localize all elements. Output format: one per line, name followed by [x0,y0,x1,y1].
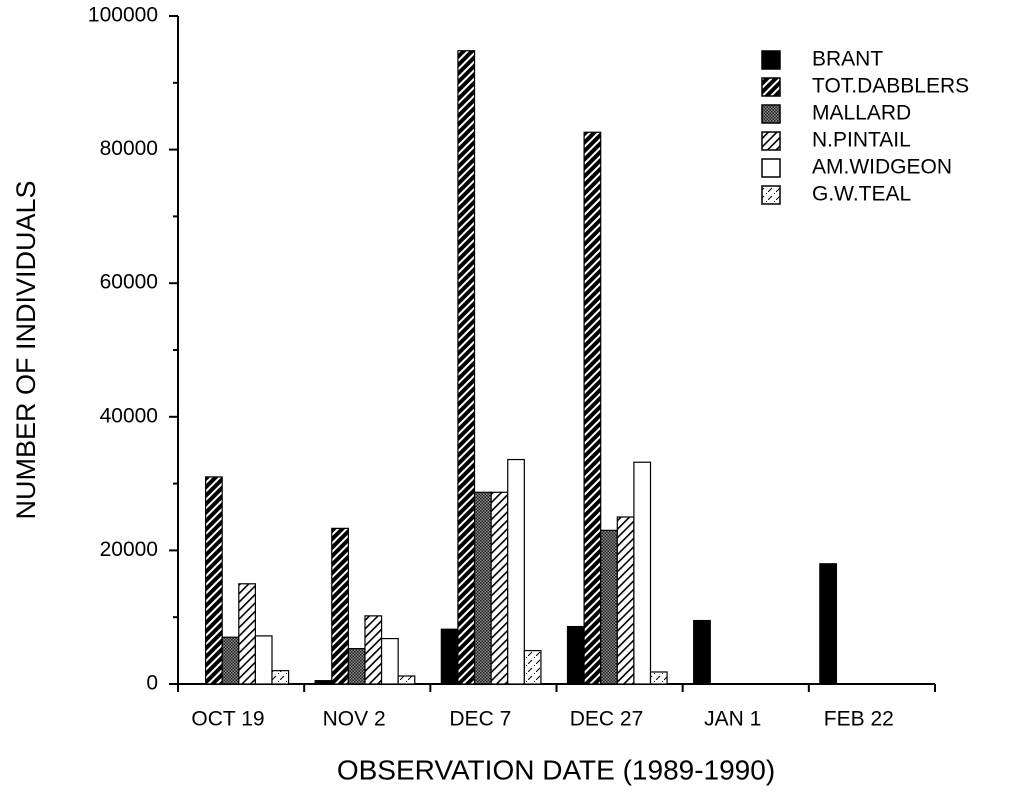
bar [693,619,711,685]
bar [331,527,349,685]
legend-label: MALLARD [812,102,911,125]
bar [364,615,383,685]
y-tick-label: 40000 [100,404,158,427]
x-tick-label: NOV 2 [323,708,386,731]
bar [380,637,399,685]
x-axis-label: OBSERVATION DATE (1989-1990) [337,754,775,785]
bar [523,649,542,685]
bar [490,491,509,685]
bar [221,636,240,685]
legend-label: AM.WIDGEON [812,156,952,179]
bar [819,563,838,685]
legend-swatch [761,185,781,205]
x-tick-label: OCT 19 [191,708,264,731]
y-tick-label: 80000 [100,137,158,160]
legend-swatch [761,158,781,178]
bar [347,647,366,685]
legend-label: BRANT [812,48,883,71]
bar [583,131,602,685]
bar [238,583,257,685]
x-tick-label: JAN 1 [704,708,761,731]
legend-swatch [761,77,781,97]
x-tick-label: DEC 27 [570,708,644,731]
bar [271,670,290,685]
y-tick-label: 0 [146,672,158,695]
bar [566,625,585,685]
bar [254,635,273,685]
x-tick-label: FEB 22 [824,708,894,731]
bar [473,491,492,685]
legend-label: TOT.DABBLERS [812,75,969,98]
y-tick-label: 60000 [100,271,158,294]
bar [440,628,459,685]
y-axis-label: NUMBER OF INDIVIDUALS [11,180,41,519]
bar [205,476,223,685]
legend-label: N.PINTAIL [812,129,911,152]
legend-swatch [761,104,781,124]
x-tick-label: DEC 7 [449,708,511,731]
legend-swatch [761,50,781,70]
bar [616,516,635,685]
bar [649,671,668,685]
bar [457,50,476,685]
bar [397,675,416,685]
bar [314,680,333,685]
bar [633,461,652,685]
legend-swatch [761,131,781,151]
y-tick-label: 100000 [88,4,158,27]
legend-label: G.W.TEAL [812,183,911,206]
y-tick-label: 20000 [100,538,158,561]
bar [507,458,525,685]
bar [600,529,618,685]
